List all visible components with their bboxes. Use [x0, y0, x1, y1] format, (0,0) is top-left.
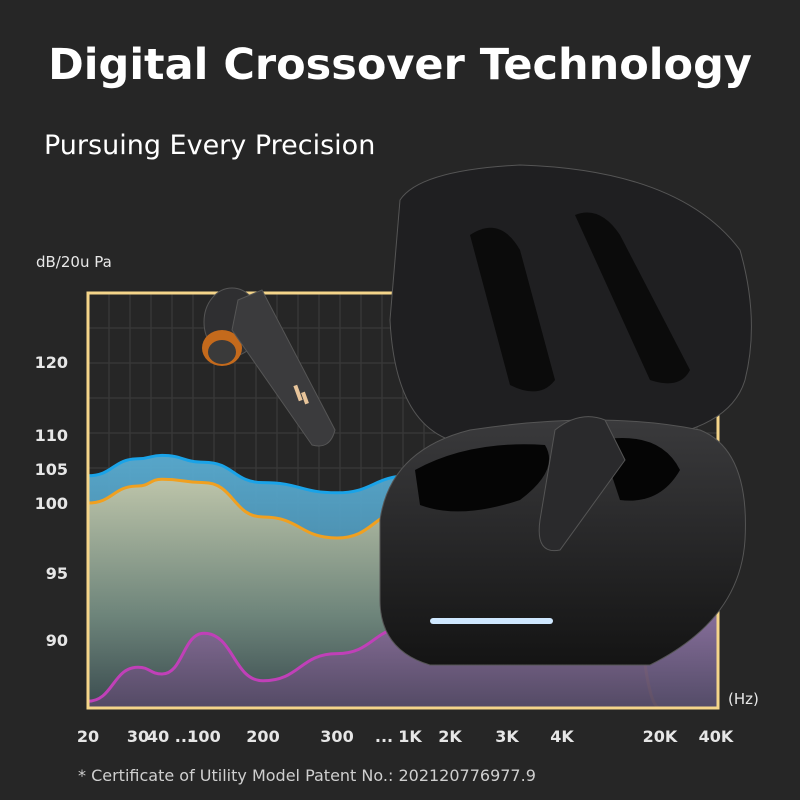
y-tick-label: 105: [35, 460, 68, 479]
patent-footnote: * Certificate of Utility Model Patent No…: [78, 766, 536, 785]
x-tick-label: 20: [77, 727, 99, 746]
x-tick-label: ...: [375, 727, 393, 746]
x-tick-label: 3K: [495, 727, 519, 746]
y-tick-label: 120: [35, 353, 68, 372]
y-tick-label: 110: [35, 426, 68, 445]
x-tick-label: 4K: [550, 727, 574, 746]
charging-case-image: [379, 164, 752, 666]
x-tick-label: 2K: [438, 727, 462, 746]
y-tick-label: 90: [46, 631, 68, 650]
x-tick-label: 300: [320, 727, 353, 746]
y-tick-label: 95: [46, 564, 68, 583]
x-tick-label: 40 ...: [147, 727, 193, 746]
page-subtitle: Pursuing Every Precision: [44, 130, 376, 161]
x-tick-label: 200: [246, 727, 279, 746]
y-axis-label: dB/20u Pa: [36, 253, 112, 271]
x-tick-label: 20K: [643, 727, 678, 746]
x-axis-unit: (Hz): [728, 690, 759, 708]
x-tick-label: 100: [187, 727, 220, 746]
x-tick-label: 1K: [398, 727, 422, 746]
page-title: Digital Crossover Technology: [48, 40, 752, 90]
x-tick-label: 30: [127, 727, 149, 746]
y-tick-label: 100: [35, 494, 68, 513]
x-tick-label: 40K: [699, 727, 734, 746]
earbud-image: [202, 287, 336, 447]
